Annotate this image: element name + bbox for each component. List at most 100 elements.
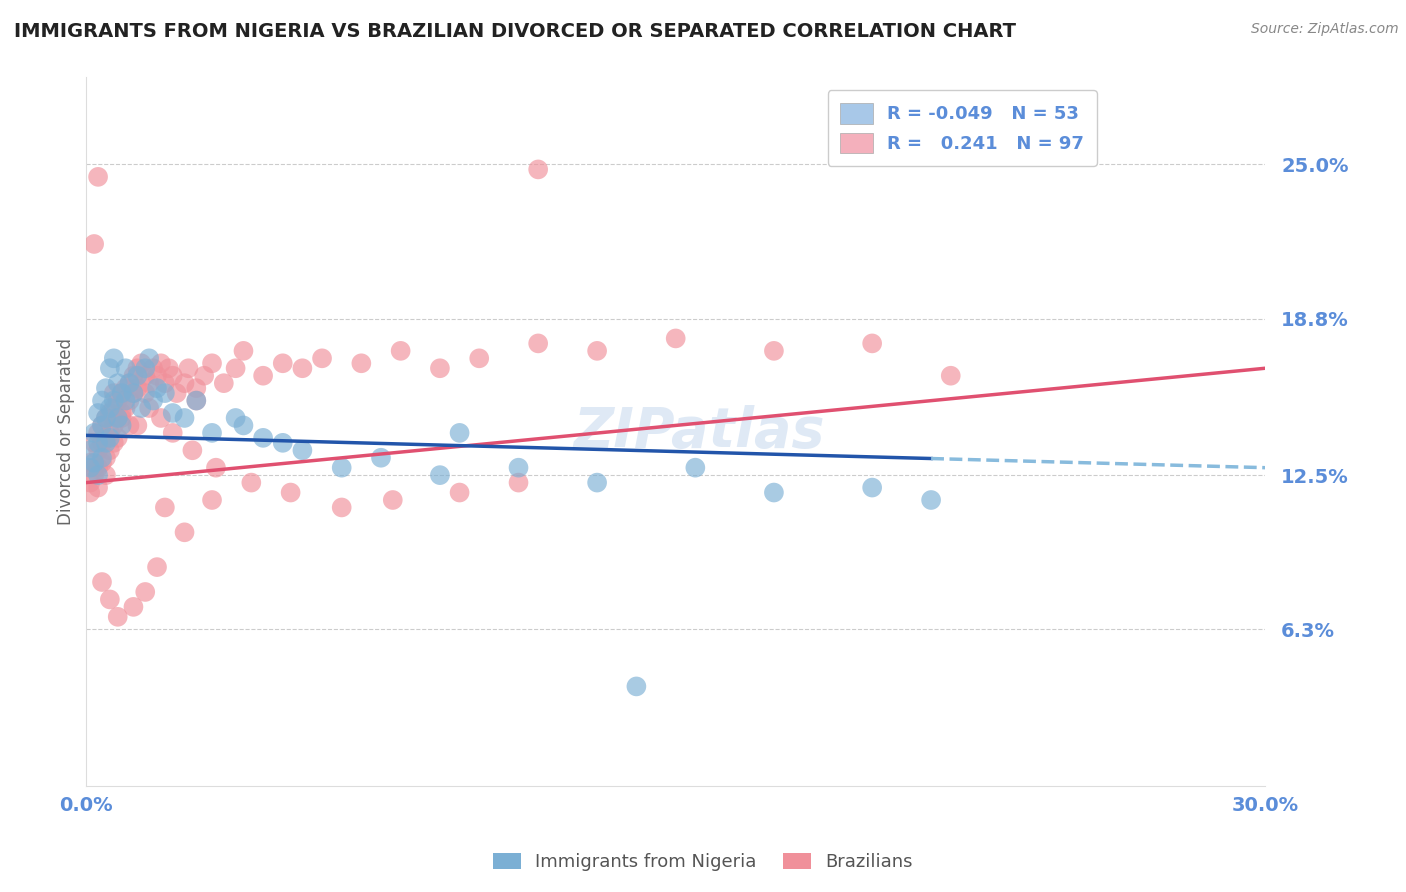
Point	[107, 431, 129, 445]
Point	[186, 393, 208, 408]
Point	[118, 376, 141, 391]
Point	[201, 493, 224, 508]
Point	[83, 237, 105, 252]
Point	[98, 443, 121, 458]
Point	[280, 485, 302, 500]
Point	[508, 475, 530, 490]
Point	[138, 351, 160, 366]
Point	[111, 406, 134, 420]
Point	[468, 351, 491, 366]
Point	[586, 343, 609, 358]
Text: ZIPatlas: ZIPatlas	[574, 405, 825, 458]
Point	[79, 475, 101, 490]
Point	[173, 376, 195, 391]
Point	[146, 381, 169, 395]
Point	[181, 443, 204, 458]
Point	[91, 574, 114, 589]
Point	[107, 393, 129, 408]
Point	[87, 481, 110, 495]
Point	[626, 680, 648, 694]
Point	[127, 418, 149, 433]
Point	[98, 406, 121, 420]
Point	[114, 361, 136, 376]
Point	[586, 475, 609, 490]
Point	[91, 418, 114, 433]
Point	[79, 456, 101, 470]
Point	[122, 599, 145, 614]
Point	[129, 356, 152, 370]
Point	[201, 356, 224, 370]
Point	[186, 381, 208, 395]
Point	[103, 401, 125, 415]
Point	[142, 393, 165, 408]
Point	[240, 475, 263, 490]
Point	[271, 356, 294, 370]
Point	[527, 162, 550, 177]
Point	[91, 456, 114, 470]
Point	[114, 381, 136, 395]
Point	[193, 368, 215, 383]
Point	[103, 386, 125, 401]
Point	[134, 361, 156, 376]
Point	[94, 435, 117, 450]
Point	[111, 386, 134, 401]
Point	[146, 560, 169, 574]
Point	[87, 468, 110, 483]
Point	[98, 361, 121, 376]
Point	[212, 376, 235, 391]
Point	[138, 401, 160, 415]
Point	[127, 381, 149, 395]
Point	[201, 425, 224, 440]
Point	[449, 425, 471, 440]
Point	[94, 411, 117, 425]
Point	[91, 435, 114, 450]
Point	[157, 361, 180, 376]
Point	[91, 393, 114, 408]
Point	[225, 361, 247, 376]
Point	[103, 351, 125, 366]
Point	[291, 361, 314, 376]
Point	[162, 425, 184, 440]
Point	[111, 386, 134, 401]
Point	[79, 485, 101, 500]
Point	[508, 460, 530, 475]
Point	[122, 368, 145, 383]
Point	[381, 493, 404, 508]
Point	[91, 450, 114, 465]
Point	[83, 425, 105, 440]
Point	[449, 485, 471, 500]
Point	[118, 376, 141, 391]
Point	[103, 393, 125, 408]
Point	[762, 485, 785, 500]
Point	[83, 456, 105, 470]
Y-axis label: Divorced or Separated: Divorced or Separated	[58, 338, 75, 525]
Point	[177, 361, 200, 376]
Point	[920, 493, 942, 508]
Point	[87, 435, 110, 450]
Point	[142, 361, 165, 376]
Point	[98, 425, 121, 440]
Point	[860, 481, 883, 495]
Point	[330, 460, 353, 475]
Point	[94, 431, 117, 445]
Point	[762, 343, 785, 358]
Point	[134, 386, 156, 401]
Point	[149, 411, 172, 425]
Point	[149, 356, 172, 370]
Point	[94, 468, 117, 483]
Point	[271, 435, 294, 450]
Point	[134, 585, 156, 599]
Point	[429, 361, 451, 376]
Legend: Immigrants from Nigeria, Brazilians: Immigrants from Nigeria, Brazilians	[486, 846, 920, 879]
Point	[146, 368, 169, 383]
Point	[225, 411, 247, 425]
Point	[94, 450, 117, 465]
Point	[87, 425, 110, 440]
Point	[107, 411, 129, 425]
Point	[166, 386, 188, 401]
Point	[111, 418, 134, 433]
Point	[118, 393, 141, 408]
Point	[232, 343, 254, 358]
Point	[389, 343, 412, 358]
Point	[103, 435, 125, 450]
